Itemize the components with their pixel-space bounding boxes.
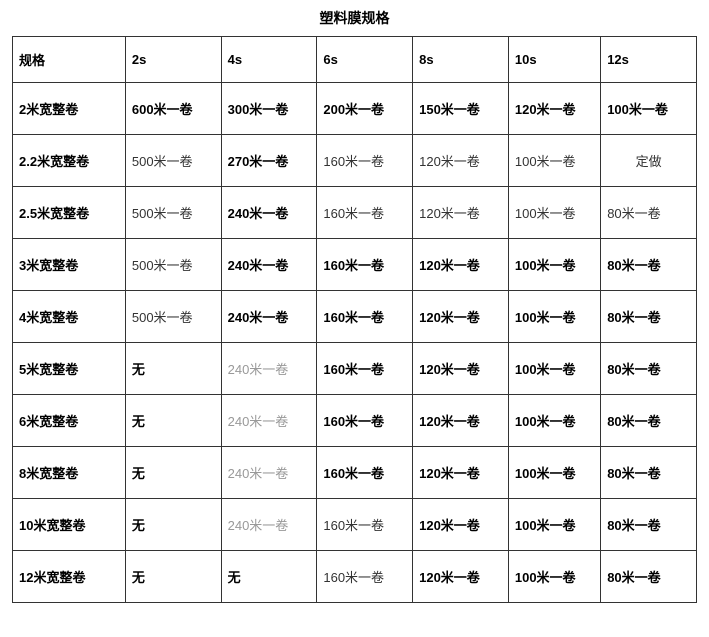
table-cell: 无	[125, 447, 221, 499]
table-cell: 240米一卷	[221, 499, 317, 551]
row-label: 2.5米宽整卷	[13, 187, 126, 239]
table-cell: 无	[221, 551, 317, 603]
table-cell: 500米一卷	[125, 187, 221, 239]
table-row: 10米宽整卷无240米一卷160米一卷120米一卷100米一卷80米一卷	[13, 499, 697, 551]
table-cell: 200米一卷	[317, 83, 413, 135]
row-label: 5米宽整卷	[13, 343, 126, 395]
table-cell: 80米一卷	[601, 447, 697, 499]
table-cell: 80米一卷	[601, 291, 697, 343]
table-row: 2米宽整卷600米一卷300米一卷200米一卷150米一卷120米一卷100米一…	[13, 83, 697, 135]
table-cell: 240米一卷	[221, 291, 317, 343]
table-cell: 80米一卷	[601, 343, 697, 395]
table-row: 8米宽整卷无240米一卷160米一卷120米一卷100米一卷80米一卷	[13, 447, 697, 499]
table-cell: 240米一卷	[221, 239, 317, 291]
table-cell: 240米一卷	[221, 343, 317, 395]
table-cell: 120米一卷	[413, 499, 509, 551]
table-body: 2米宽整卷600米一卷300米一卷200米一卷150米一卷120米一卷100米一…	[13, 83, 697, 603]
spec-table: 规格 2s 4s 6s 8s 10s 12s 2米宽整卷600米一卷300米一卷…	[12, 36, 697, 603]
table-cell: 160米一卷	[317, 343, 413, 395]
row-label: 6米宽整卷	[13, 395, 126, 447]
table-cell: 定做	[601, 135, 697, 187]
table-cell: 500米一卷	[125, 291, 221, 343]
table-row: 2.5米宽整卷500米一卷240米一卷160米一卷120米一卷100米一卷80米…	[13, 187, 697, 239]
row-label: 8米宽整卷	[13, 447, 126, 499]
table-cell: 120米一卷	[413, 447, 509, 499]
table-cell: 160米一卷	[317, 239, 413, 291]
table-cell: 120米一卷	[413, 343, 509, 395]
table-cell: 无	[125, 499, 221, 551]
table-cell: 240米一卷	[221, 447, 317, 499]
table-cell: 80米一卷	[601, 395, 697, 447]
table-cell: 80米一卷	[601, 187, 697, 239]
table-cell: 270米一卷	[221, 135, 317, 187]
table-cell: 300米一卷	[221, 83, 317, 135]
page-title: 塑料膜规格	[12, 8, 697, 28]
row-label: 4米宽整卷	[13, 291, 126, 343]
col-header: 10s	[508, 37, 600, 83]
col-header: 6s	[317, 37, 413, 83]
table-cell: 160米一卷	[317, 187, 413, 239]
table-cell: 100米一卷	[508, 343, 600, 395]
table-cell: 120米一卷	[508, 83, 600, 135]
row-label: 12米宽整卷	[13, 551, 126, 603]
table-cell: 240米一卷	[221, 395, 317, 447]
table-cell: 100米一卷	[508, 291, 600, 343]
table-cell: 100米一卷	[508, 447, 600, 499]
table-cell: 无	[125, 343, 221, 395]
table-cell: 100米一卷	[508, 551, 600, 603]
col-header: 12s	[601, 37, 697, 83]
table-cell: 100米一卷	[508, 239, 600, 291]
table-cell: 120米一卷	[413, 291, 509, 343]
table-cell: 240米一卷	[221, 187, 317, 239]
col-header: 4s	[221, 37, 317, 83]
row-label: 2米宽整卷	[13, 83, 126, 135]
table-header-row: 规格 2s 4s 6s 8s 10s 12s	[13, 37, 697, 83]
row-label: 3米宽整卷	[13, 239, 126, 291]
table-cell: 120米一卷	[413, 135, 509, 187]
table-cell: 100米一卷	[601, 83, 697, 135]
table-row: 12米宽整卷无无160米一卷120米一卷100米一卷80米一卷	[13, 551, 697, 603]
table-cell: 80米一卷	[601, 499, 697, 551]
col-header: 2s	[125, 37, 221, 83]
table-cell: 100米一卷	[508, 395, 600, 447]
table-cell: 80米一卷	[601, 551, 697, 603]
table-cell: 120米一卷	[413, 395, 509, 447]
table-cell: 160米一卷	[317, 291, 413, 343]
table-row: 6米宽整卷无240米一卷160米一卷120米一卷100米一卷80米一卷	[13, 395, 697, 447]
table-row: 5米宽整卷无240米一卷160米一卷120米一卷100米一卷80米一卷	[13, 343, 697, 395]
table-row: 3米宽整卷500米一卷240米一卷160米一卷120米一卷100米一卷80米一卷	[13, 239, 697, 291]
col-header: 规格	[13, 37, 126, 83]
table-cell: 160米一卷	[317, 551, 413, 603]
table-cell: 500米一卷	[125, 239, 221, 291]
table-row: 2.2米宽整卷500米一卷270米一卷160米一卷120米一卷100米一卷定做	[13, 135, 697, 187]
table-cell: 120米一卷	[413, 239, 509, 291]
table-cell: 500米一卷	[125, 135, 221, 187]
col-header: 8s	[413, 37, 509, 83]
table-cell: 600米一卷	[125, 83, 221, 135]
table-cell: 160米一卷	[317, 395, 413, 447]
table-row: 4米宽整卷500米一卷240米一卷160米一卷120米一卷100米一卷80米一卷	[13, 291, 697, 343]
table-cell: 120米一卷	[413, 551, 509, 603]
table-cell: 150米一卷	[413, 83, 509, 135]
table-cell: 100米一卷	[508, 499, 600, 551]
table-cell: 160米一卷	[317, 499, 413, 551]
table-cell: 100米一卷	[508, 135, 600, 187]
table-cell: 100米一卷	[508, 187, 600, 239]
table-cell: 120米一卷	[413, 187, 509, 239]
row-label: 10米宽整卷	[13, 499, 126, 551]
table-cell: 160米一卷	[317, 135, 413, 187]
table-cell: 无	[125, 551, 221, 603]
table-cell: 80米一卷	[601, 239, 697, 291]
table-cell: 160米一卷	[317, 447, 413, 499]
row-label: 2.2米宽整卷	[13, 135, 126, 187]
table-cell: 无	[125, 395, 221, 447]
